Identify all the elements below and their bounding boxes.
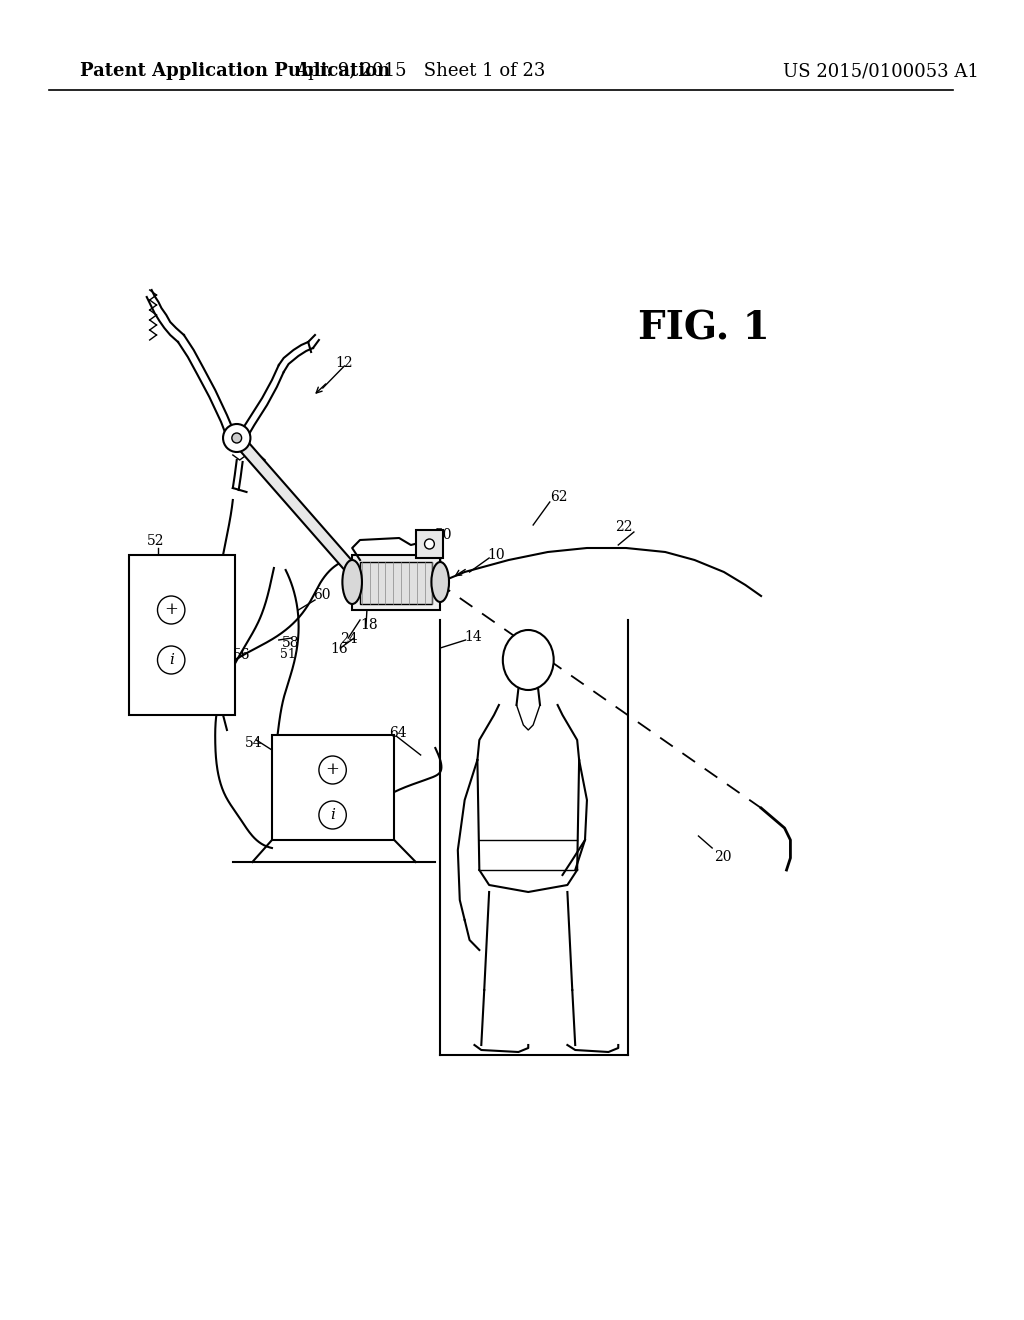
Text: 64: 64 (389, 726, 407, 741)
Bar (129, 554, 234, 715)
Text: US 2015/0100053 A1: US 2015/0100053 A1 (782, 62, 979, 81)
Text: Apr. 9, 2015   Sheet 1 of 23: Apr. 9, 2015 Sheet 1 of 23 (296, 62, 546, 81)
Text: 50: 50 (435, 528, 453, 543)
Text: 52: 52 (146, 535, 164, 548)
Ellipse shape (503, 630, 554, 690)
Text: 54: 54 (245, 737, 262, 750)
Text: 10: 10 (487, 548, 505, 562)
Text: 18: 18 (360, 618, 378, 632)
Circle shape (223, 424, 251, 451)
Text: Patent Application Publication: Patent Application Publication (80, 62, 390, 81)
Circle shape (318, 801, 346, 829)
Text: 58: 58 (282, 636, 299, 649)
Text: 56: 56 (232, 648, 250, 663)
Circle shape (318, 756, 346, 784)
Ellipse shape (223, 425, 246, 445)
Ellipse shape (431, 562, 449, 602)
Text: 22: 22 (615, 520, 633, 535)
Text: 60: 60 (313, 587, 331, 602)
Ellipse shape (342, 560, 361, 605)
Bar (352, 554, 440, 610)
Bar (416, 531, 443, 558)
Circle shape (158, 597, 185, 624)
Text: +: + (326, 762, 340, 779)
Text: 14: 14 (465, 630, 482, 644)
Circle shape (158, 645, 185, 675)
Polygon shape (232, 434, 358, 576)
Text: 20: 20 (714, 850, 731, 865)
Text: FIG. 1: FIG. 1 (638, 310, 770, 348)
Text: +: + (164, 602, 178, 619)
Text: 51: 51 (280, 648, 296, 661)
Text: i: i (330, 808, 335, 822)
Text: i: i (169, 653, 174, 667)
Circle shape (231, 433, 242, 444)
Text: 62: 62 (550, 490, 567, 504)
Text: 24: 24 (340, 632, 358, 645)
Text: 12: 12 (336, 356, 353, 370)
Text: 16: 16 (331, 642, 348, 656)
Bar (360, 562, 432, 605)
Circle shape (425, 539, 434, 549)
Bar (272, 735, 394, 840)
